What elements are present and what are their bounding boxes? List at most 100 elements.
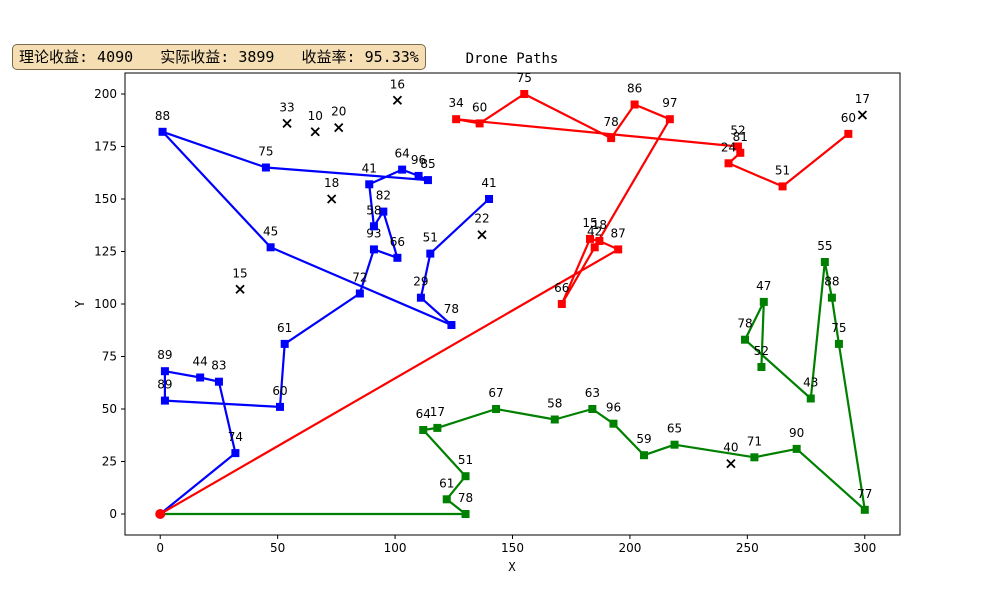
task-point-marker bbox=[231, 449, 240, 458]
task-point-marker bbox=[557, 300, 566, 308]
task-point-label: 24 bbox=[721, 140, 736, 154]
task-point-marker bbox=[778, 182, 787, 191]
plot-area-frame bbox=[124, 72, 901, 536]
task-point-marker bbox=[759, 297, 768, 306]
task-point-marker bbox=[741, 335, 749, 344]
path-line bbox=[159, 130, 490, 515]
task-point-label: 63 bbox=[585, 386, 600, 400]
task-point-label: 61 bbox=[439, 476, 454, 490]
x-tick-label: 50 bbox=[270, 541, 285, 555]
unvisited-point-marker bbox=[235, 284, 245, 294]
task-point-marker bbox=[214, 377, 223, 386]
task-point-label: 97 bbox=[662, 96, 677, 110]
task-point-label: 52 bbox=[730, 124, 745, 138]
task-point-label: 87 bbox=[611, 226, 626, 240]
task-point-label: 75 bbox=[258, 145, 273, 159]
task-point-marker bbox=[447, 321, 456, 329]
task-point-marker bbox=[614, 245, 623, 254]
task-point-label: 89 bbox=[157, 378, 172, 392]
task-point-marker bbox=[423, 176, 432, 185]
task-point-marker bbox=[485, 195, 494, 203]
y-axis: 0 25 50 75 100 125 150 175 200 bbox=[94, 87, 125, 521]
task-point-marker bbox=[834, 339, 843, 348]
task-point-marker bbox=[160, 396, 169, 405]
unvisited-point-marker bbox=[477, 230, 487, 240]
task-point-marker bbox=[266, 243, 275, 252]
unvisited-point-marker bbox=[392, 95, 403, 105]
task-point-label: 71 bbox=[747, 434, 762, 448]
task-point-label: 81 bbox=[733, 130, 748, 144]
task-point-label: 45 bbox=[263, 224, 278, 238]
task-point-label: 77 bbox=[857, 487, 872, 501]
task-point-label: 78 bbox=[444, 302, 459, 316]
y-tick-label: 50 bbox=[102, 402, 117, 416]
task-point-label: 85 bbox=[420, 157, 435, 171]
task-point-marker bbox=[844, 129, 853, 138]
task-point-marker bbox=[757, 363, 766, 371]
task-point-marker bbox=[736, 148, 745, 157]
unvisited-point-marker bbox=[334, 122, 344, 133]
task-point-label: 67 bbox=[488, 386, 503, 400]
task-point-label: 78 bbox=[737, 317, 752, 331]
x-tick-label: 100 bbox=[384, 541, 407, 555]
task-point-label: 83 bbox=[211, 359, 226, 373]
task-point-marker bbox=[806, 394, 815, 403]
unvisited-point-marker bbox=[310, 127, 320, 137]
task-point-marker bbox=[724, 159, 733, 168]
task-point-label: 86 bbox=[627, 82, 642, 96]
task-point-label: 51 bbox=[458, 453, 473, 467]
task-point-marker bbox=[160, 367, 169, 376]
task-point-marker bbox=[520, 90, 529, 98]
unvisited-point-label: 20 bbox=[331, 105, 346, 119]
task-point-marker bbox=[665, 115, 674, 124]
task-point-label: 41 bbox=[481, 176, 496, 190]
task-point-label: 51 bbox=[775, 163, 790, 177]
y-tick-label: 200 bbox=[94, 87, 117, 101]
task-point-marker bbox=[461, 510, 470, 518]
unvisited-point-label: 18 bbox=[324, 176, 339, 190]
task-point-label: 18 bbox=[592, 218, 607, 232]
task-point-label: 60 bbox=[472, 100, 487, 114]
task-point-label: 66 bbox=[390, 235, 405, 249]
task-point-label: 88 bbox=[824, 275, 839, 289]
task-point-marker bbox=[398, 165, 407, 174]
depot-marker bbox=[155, 509, 166, 519]
task-point-marker bbox=[595, 237, 604, 245]
task-point-label: 43 bbox=[803, 376, 818, 390]
x-axis-label: X bbox=[508, 560, 516, 574]
task-point-label: 90 bbox=[789, 426, 804, 440]
task-point-label: 89 bbox=[157, 348, 172, 362]
x-tick-label: 200 bbox=[618, 541, 641, 555]
task-point-marker bbox=[355, 289, 364, 298]
task-point-label: 66 bbox=[554, 281, 569, 295]
task-point-label: 42 bbox=[587, 224, 602, 238]
task-point-marker bbox=[433, 423, 442, 432]
task-point-marker bbox=[588, 405, 597, 413]
task-point-label: 75 bbox=[517, 71, 532, 85]
task-point-label: 17 bbox=[430, 405, 445, 419]
task-point-label: 52 bbox=[754, 344, 769, 358]
y-tick-label: 0 bbox=[109, 507, 117, 521]
task-point-marker bbox=[419, 426, 428, 434]
task-point-marker bbox=[590, 243, 599, 252]
unvisited-point-label: 40 bbox=[723, 441, 738, 455]
task-point-marker bbox=[670, 440, 679, 449]
task-point-marker bbox=[607, 134, 616, 143]
unvisited-point-marker bbox=[282, 118, 292, 129]
path-line bbox=[160, 260, 866, 516]
x-axis: 0 50 100 150 200 250 300 bbox=[156, 535, 876, 555]
task-point-label: 55 bbox=[817, 239, 832, 253]
task-point-marker bbox=[369, 245, 378, 254]
task-point-label: 72 bbox=[352, 271, 367, 285]
task-point-marker bbox=[280, 339, 289, 348]
task-point-marker bbox=[492, 405, 501, 413]
task-point-marker bbox=[792, 444, 801, 453]
task-point-label: 88 bbox=[155, 109, 170, 123]
task-point-label: 34 bbox=[448, 96, 463, 110]
unvisited-point-label: 33 bbox=[279, 100, 294, 114]
task-point-label: 51 bbox=[423, 231, 438, 245]
task-point-label: 60 bbox=[841, 111, 856, 125]
y-tick-label: 75 bbox=[102, 350, 117, 364]
x-tick-label: 0 bbox=[156, 541, 164, 555]
